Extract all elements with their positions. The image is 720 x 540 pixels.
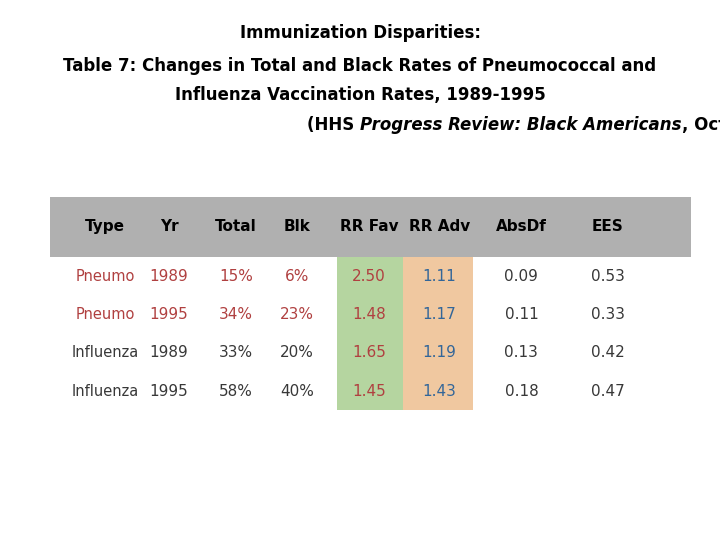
Text: 0.53: 0.53 xyxy=(591,268,625,284)
Text: 40%: 40% xyxy=(280,384,314,399)
Text: 0.13: 0.13 xyxy=(505,345,539,360)
Text: Yr: Yr xyxy=(160,219,179,234)
Text: 58%: 58% xyxy=(220,384,253,399)
Text: EES: EES xyxy=(592,219,624,234)
Text: 0.18: 0.18 xyxy=(505,384,539,399)
Text: Immunization Disparities:: Immunization Disparities: xyxy=(240,24,480,42)
Text: Pneumo: Pneumo xyxy=(75,307,135,322)
Text: Blk: Blk xyxy=(284,219,310,234)
Text: 0.47: 0.47 xyxy=(591,384,625,399)
Text: Influenza Vaccination Rates, 1989-1995: Influenza Vaccination Rates, 1989-1995 xyxy=(175,86,545,104)
Text: 1995: 1995 xyxy=(150,307,189,322)
Text: 0.33: 0.33 xyxy=(591,307,625,322)
Text: Influenza: Influenza xyxy=(71,384,138,399)
Text: 0.42: 0.42 xyxy=(591,345,625,360)
Text: 0.09: 0.09 xyxy=(505,268,539,284)
Text: 0.11: 0.11 xyxy=(505,307,539,322)
Text: Total: Total xyxy=(215,219,257,234)
Text: 1.48: 1.48 xyxy=(352,307,386,322)
Text: 1.65: 1.65 xyxy=(352,345,386,360)
Text: 1.43: 1.43 xyxy=(423,384,456,399)
Text: RR Fav: RR Fav xyxy=(340,219,398,234)
Text: Influenza: Influenza xyxy=(71,345,138,360)
Text: 1.19: 1.19 xyxy=(423,345,456,360)
Text: 15%: 15% xyxy=(220,268,253,284)
Text: Type: Type xyxy=(85,219,125,234)
Text: 1995: 1995 xyxy=(150,384,189,399)
Text: Table 7: Changes in Total and Black Rates of Pneumococcal and: Table 7: Changes in Total and Black Rate… xyxy=(63,57,657,75)
Text: 23%: 23% xyxy=(280,307,314,322)
Text: 33%: 33% xyxy=(219,345,253,360)
Text: 1.45: 1.45 xyxy=(352,384,386,399)
Text: 1.11: 1.11 xyxy=(423,268,456,284)
Text: 1989: 1989 xyxy=(150,268,189,284)
Text: , Oct. 26, 1998): , Oct. 26, 1998) xyxy=(682,116,720,134)
Text: RR Adv: RR Adv xyxy=(409,219,470,234)
Text: 6%: 6% xyxy=(285,268,310,284)
Text: 20%: 20% xyxy=(280,345,314,360)
Text: 2.50: 2.50 xyxy=(352,268,386,284)
Text: 1.17: 1.17 xyxy=(423,307,456,322)
Text: AbsDf: AbsDf xyxy=(496,219,546,234)
Text: (HHS: (HHS xyxy=(307,116,360,134)
Text: Progress Review: Black Americans: Progress Review: Black Americans xyxy=(360,116,682,134)
Text: 1989: 1989 xyxy=(150,345,189,360)
Text: Pneumo: Pneumo xyxy=(75,268,135,284)
Text: 34%: 34% xyxy=(219,307,253,322)
